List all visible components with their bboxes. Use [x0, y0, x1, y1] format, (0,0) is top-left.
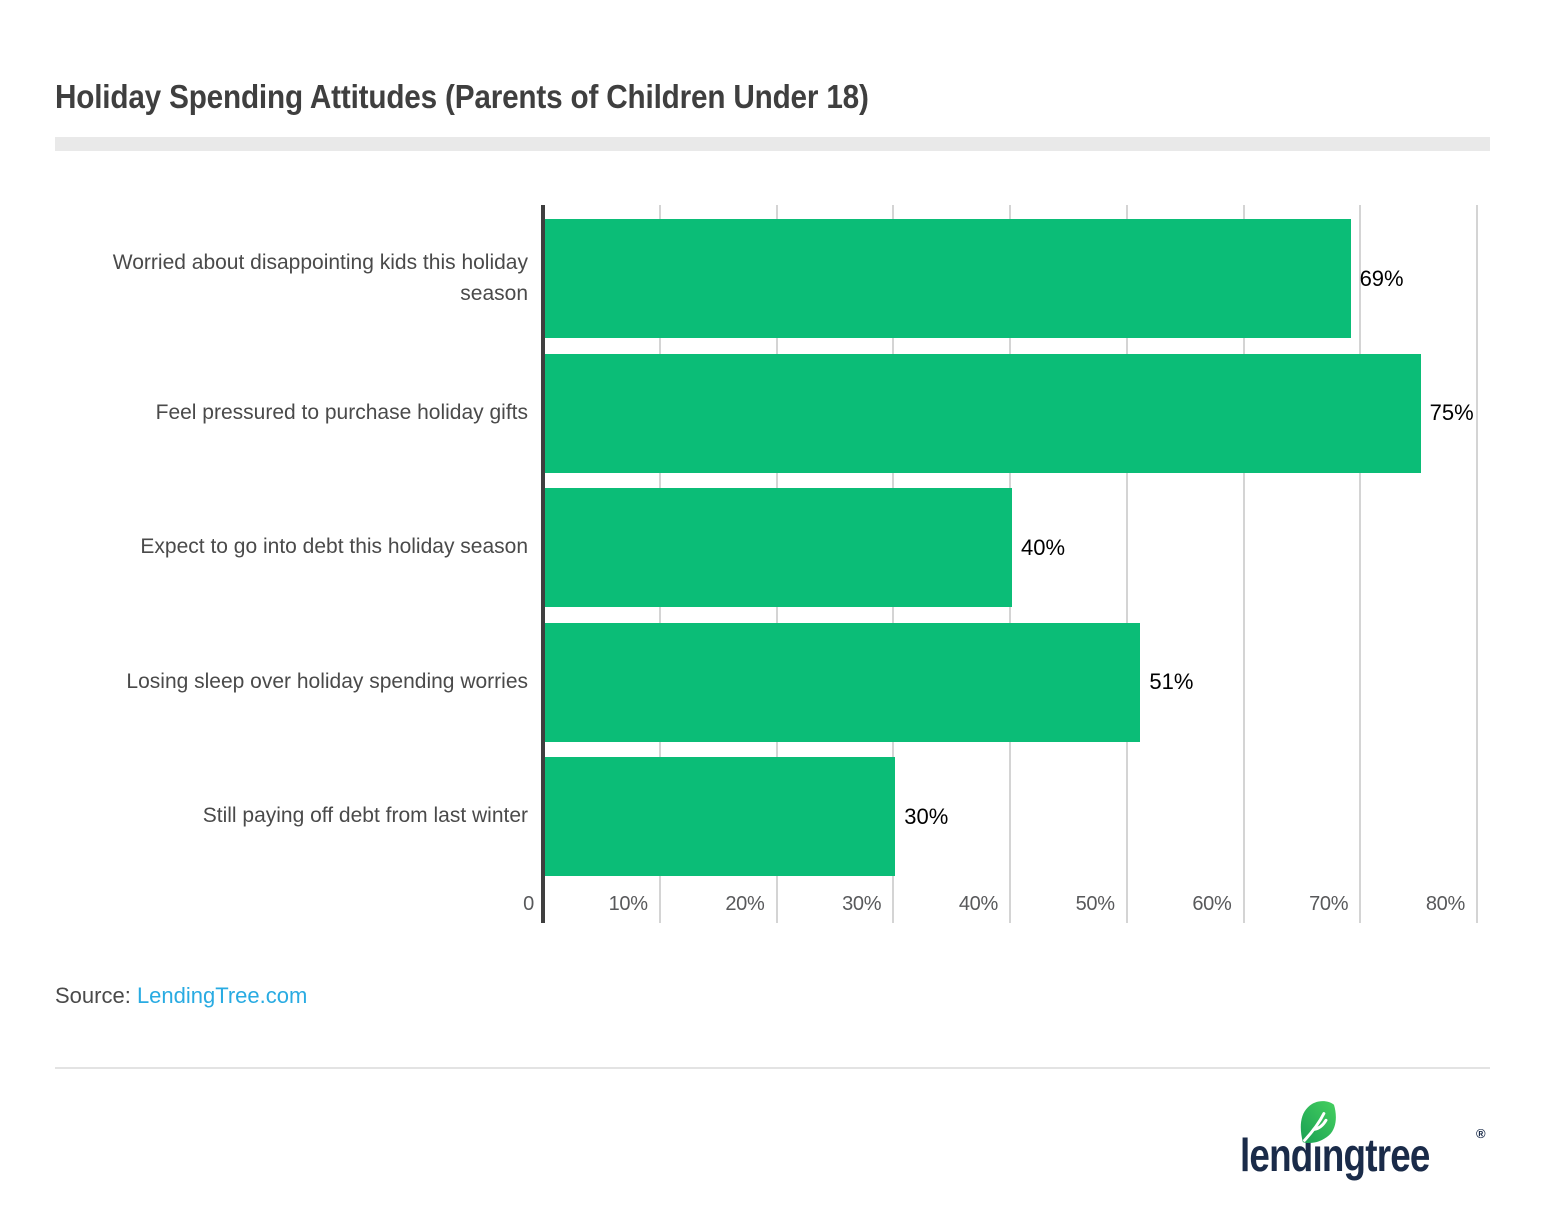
bar-value-label: 69%: [1359, 265, 1404, 291]
gridline: [1359, 205, 1362, 923]
x-tick-label: 20%: [725, 893, 765, 915]
bar: [545, 488, 1012, 607]
footer-divider: [55, 1067, 1490, 1069]
source-label: Source:: [55, 983, 137, 1008]
category-label: Losing sleep over holiday spending worri…: [126, 669, 528, 693]
category-label: Worried about disappointing kids this ho…: [112, 251, 528, 305]
source-link[interactable]: LendingTree.com: [136, 983, 308, 1008]
source-line: Source: LendingTree.com: [55, 983, 307, 1009]
bar: [545, 757, 896, 876]
x-tick-label: 40%: [958, 893, 998, 915]
category-label: Feel pressured to purchase holiday gifts: [155, 400, 528, 424]
x-tick-label: 50%: [1075, 893, 1115, 915]
gridline: [1125, 205, 1128, 923]
x-tick-label: 70%: [1309, 893, 1349, 915]
lendingtree-logo: lendıngtree ®: [1240, 1101, 1490, 1190]
bar: [545, 219, 1351, 338]
x-tick-label: 0: [523, 893, 534, 915]
x-tick-label: 10%: [608, 893, 648, 915]
category-label: Expect to go into debt this holiday seas…: [140, 535, 528, 559]
bar-value-label: 51%: [1149, 669, 1194, 694]
gridline: [1476, 205, 1478, 923]
leaf-icon: [1300, 1101, 1336, 1144]
bar: [545, 353, 1421, 473]
bar: [545, 622, 1141, 742]
x-tick-label: 30%: [842, 893, 882, 915]
x-tick-label: 80%: [1425, 893, 1465, 915]
category-label: Still paying off debt from last winter: [202, 804, 528, 828]
title-divider: [55, 137, 1490, 151]
bar-chart: Worried about disappointing kids this ho…: [0, 205, 1545, 935]
x-tick-label: 60%: [1192, 893, 1232, 915]
bar-value-label: 75%: [1429, 400, 1474, 425]
logo-text: lendıngtree: [1240, 1129, 1430, 1181]
bar-value-label: 40%: [1021, 534, 1066, 560]
bar-value-label: 30%: [904, 803, 949, 829]
chart-title: Holiday Spending Attitudes (Parents of C…: [55, 78, 869, 115]
y-axis-line: [541, 205, 545, 923]
gridline: [1242, 205, 1245, 923]
registered-mark: ®: [1476, 1126, 1486, 1141]
